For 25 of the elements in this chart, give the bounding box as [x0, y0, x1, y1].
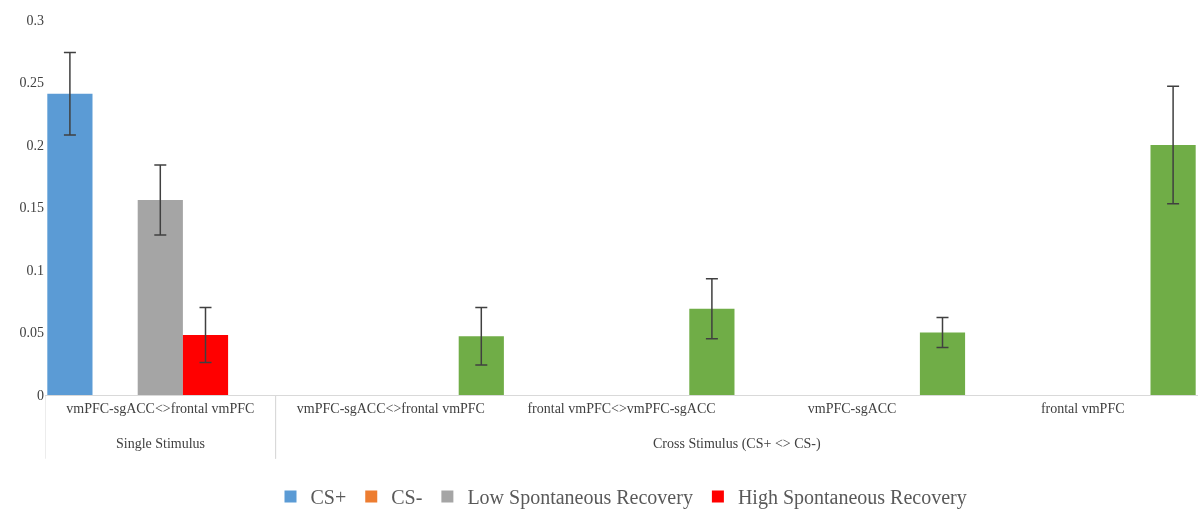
x-tick-label: vmPFC-sgACC<>frontal vmPFC: [66, 400, 255, 416]
x-tick-label: frontal vmPFC: [1040, 400, 1125, 416]
text: Cross Stimulus (CS+ <> CS-): [653, 436, 821, 452]
y-tick-label: 0: [37, 387, 44, 403]
legend-label: High Spontaneous Recovery: [737, 486, 967, 510]
bar: [47, 93, 93, 395]
y-tick-label: 0.2: [26, 137, 44, 153]
x-tick-label: vmPFC-sgACC: [807, 400, 897, 416]
bar: [182, 335, 229, 395]
x-tick-label: frontal vmPFC<>vmPFC-sgACC: [527, 400, 716, 416]
bar: [919, 332, 966, 395]
y-tick-label: 0.1: [26, 262, 44, 278]
bar: [689, 308, 735, 395]
legend-label: Low Spontaneous Recovery: [467, 486, 693, 510]
text: Single Stimulus: [116, 436, 206, 451]
legend-label: CS-: [391, 486, 423, 509]
y-tick-label: 0.15: [19, 200, 44, 216]
bar: [1150, 145, 1196, 395]
x-tick-label: vmPFC-sgACC<>frontal vmPFC: [296, 400, 485, 416]
legend-label: CS+: [310, 486, 347, 509]
y-tick-label: 0.3: [26, 12, 44, 28]
bar: [458, 336, 504, 395]
y-tick-label: 0.05: [19, 325, 44, 341]
y-tick-label: 0.25: [19, 75, 44, 91]
bar: [137, 200, 183, 395]
